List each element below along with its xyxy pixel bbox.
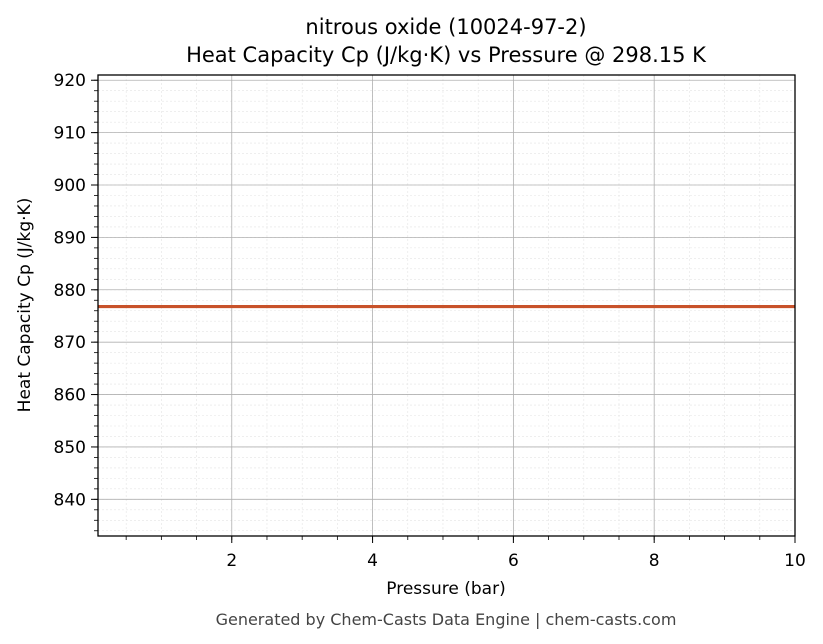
x-tick-label: 4	[367, 551, 378, 571]
x-tick-label: 8	[649, 551, 660, 571]
x-tick-label: 10	[784, 551, 806, 571]
x-tick-label: 6	[508, 551, 519, 571]
y-tick-label: 840	[54, 490, 86, 510]
y-tick-label: 900	[54, 176, 86, 196]
chart-title: nitrous oxide (10024-97-2)	[305, 15, 586, 39]
y-tick-label: 910	[54, 124, 86, 144]
x-tick-label: 2	[226, 551, 237, 571]
footer-credit: Generated by Chem-Casts Data Engine | ch…	[216, 610, 677, 629]
y-tick-label: 850	[54, 438, 86, 458]
y-tick-labels: 840 850 860 870 880 890 900 910 920	[54, 71, 86, 510]
y-tick-label: 870	[54, 333, 86, 353]
y-tick-label: 920	[54, 71, 86, 91]
y-tick-label: 880	[54, 281, 86, 301]
x-tick-labels: 2 4 6 8 10	[226, 551, 805, 571]
chart-subtitle: Heat Capacity Cp (J/kg·K) vs Pressure @ …	[186, 43, 707, 67]
y-tick-label: 860	[54, 386, 86, 406]
plot-frame	[97, 74, 796, 537]
x-axis-label: Pressure (bar)	[386, 579, 505, 599]
y-tick-label: 890	[54, 228, 86, 248]
y-axis-label: Heat Capacity Cp (J/kg·K)	[15, 198, 35, 413]
axis-ticks	[91, 79, 796, 543]
